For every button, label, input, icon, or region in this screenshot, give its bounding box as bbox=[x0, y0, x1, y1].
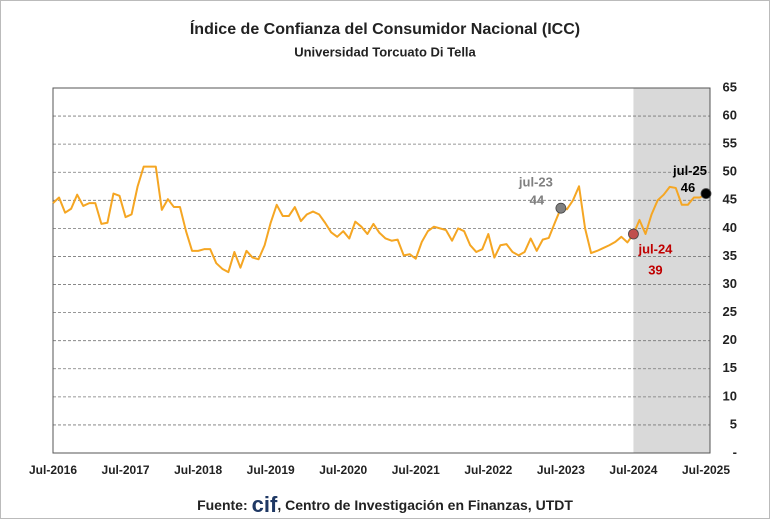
annotation-value: 39 bbox=[648, 262, 662, 277]
y-tick-label: 45 bbox=[723, 192, 737, 207]
source-logo: cif bbox=[252, 492, 278, 517]
annotation-marker bbox=[628, 228, 639, 240]
shaded-region bbox=[633, 88, 710, 453]
source-text: , Centro de Investigación en Finanzas, U… bbox=[277, 497, 573, 513]
chart-title: Índice de Confianza del Consumidor Nacio… bbox=[190, 19, 580, 38]
annotation-value: 44 bbox=[530, 193, 545, 208]
annotation-label: jul-23 bbox=[518, 175, 553, 190]
annotation-marker bbox=[700, 188, 712, 199]
plot-border bbox=[52, 87, 711, 454]
x-tick-label: Jul-2017 bbox=[102, 463, 150, 477]
y-tick-label: 35 bbox=[723, 248, 737, 263]
annotation-label: jul-25 bbox=[672, 163, 707, 178]
x-tick-label: Jul-2025 bbox=[682, 463, 730, 477]
y-tick-label: 40 bbox=[723, 220, 737, 235]
x-tick-label: Jul-2024 bbox=[609, 463, 657, 477]
source: Fuente: cif, Centro de Investigación en F… bbox=[197, 492, 573, 517]
line-series bbox=[52, 165, 707, 274]
x-tick-label: Jul-2021 bbox=[392, 463, 440, 477]
annotation-value: 46 bbox=[681, 180, 695, 195]
y-tick-label: - bbox=[733, 444, 737, 459]
x-tick-label: Jul-2020 bbox=[319, 463, 367, 477]
x-tick-label: Jul-2022 bbox=[464, 463, 512, 477]
y-tick-label: 5 bbox=[730, 416, 737, 431]
y-tick-label: 65 bbox=[723, 79, 737, 94]
y-tick-label: 15 bbox=[723, 360, 737, 375]
y-tick-label: 20 bbox=[723, 332, 737, 347]
annotation-label: jul-24 bbox=[637, 241, 673, 256]
x-tick-label: Jul-2019 bbox=[247, 463, 295, 477]
y-tick-label: 25 bbox=[723, 304, 737, 319]
y-tick-label: 30 bbox=[723, 276, 737, 291]
y-tick-label: 10 bbox=[723, 388, 737, 403]
source-prefix: Fuente: bbox=[197, 497, 248, 513]
chart-subtitle: Universidad Torcuato Di Tella bbox=[294, 44, 476, 59]
y-tick-label: 55 bbox=[723, 136, 737, 151]
annotation-marker bbox=[555, 202, 567, 214]
x-tick-label: Jul-2023 bbox=[537, 463, 585, 477]
x-tick-label: Jul-2016 bbox=[29, 463, 77, 477]
y-tick-label: 50 bbox=[723, 164, 737, 179]
y-tick-label: 60 bbox=[723, 108, 737, 123]
x-tick-label: Jul-2018 bbox=[174, 463, 222, 477]
